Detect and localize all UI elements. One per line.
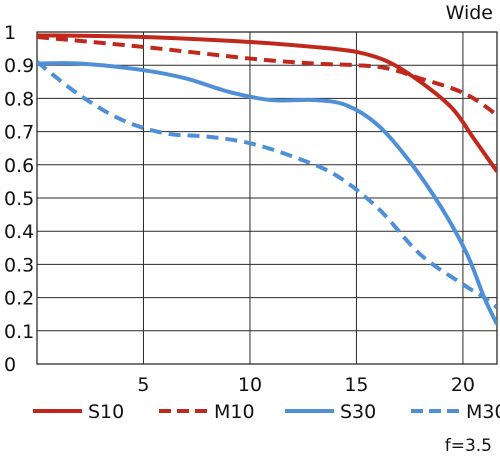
y-tick-label: 0.2 (4, 288, 34, 310)
y-tick-label: 0.7 (4, 122, 34, 144)
legend-label-m10: M10 (214, 401, 255, 423)
y-tick-label: 0 (4, 354, 16, 376)
y-tick-label: 0.1 (4, 321, 34, 343)
y-axis-tick-labels: 0 0.1 0.2 0.3 0.4 0.5 0.6 0.7 0.8 0.9 1 (4, 22, 34, 376)
x-tick-label: 10 (238, 374, 262, 396)
x-axis-tick-labels: 5 10 15 20 (137, 374, 475, 396)
legend-label-s10: S10 (88, 401, 124, 423)
plot-frame (36, 31, 498, 365)
legend-label-s30: S30 (340, 401, 376, 423)
series-line-s30 (37, 61, 497, 326)
x-tick-label: 5 (137, 374, 149, 396)
y-tick-label: 0.9 (4, 55, 34, 77)
aperture-note: f=3.5 (445, 436, 492, 456)
chart-title: Wide (446, 2, 493, 24)
series-line-s10 (37, 33, 497, 173)
y-tick-label: 0.5 (4, 188, 34, 210)
legend-item-m10: M10 (159, 401, 255, 423)
series-line-m30 (37, 60, 497, 310)
y-tick-label: 0.3 (4, 254, 34, 276)
legend-item-s30: S30 (285, 401, 376, 423)
y-tick-label: 0.6 (4, 155, 34, 177)
legend-item-m30: M30 (411, 401, 500, 423)
legend-item-s10: S10 (33, 401, 124, 423)
y-tick-label: 0.4 (4, 221, 34, 243)
legend-label-m30: M30 (466, 401, 500, 423)
y-tick-label: 1 (4, 22, 16, 44)
legend: S10 M10 S30 M30 (33, 401, 500, 423)
series-lines (37, 33, 497, 326)
series-line-m10 (37, 34, 497, 117)
x-tick-label: 20 (451, 374, 475, 396)
y-tick-label: 0.8 (4, 88, 34, 110)
x-tick-label: 15 (344, 374, 368, 396)
plot-area (36, 31, 498, 365)
